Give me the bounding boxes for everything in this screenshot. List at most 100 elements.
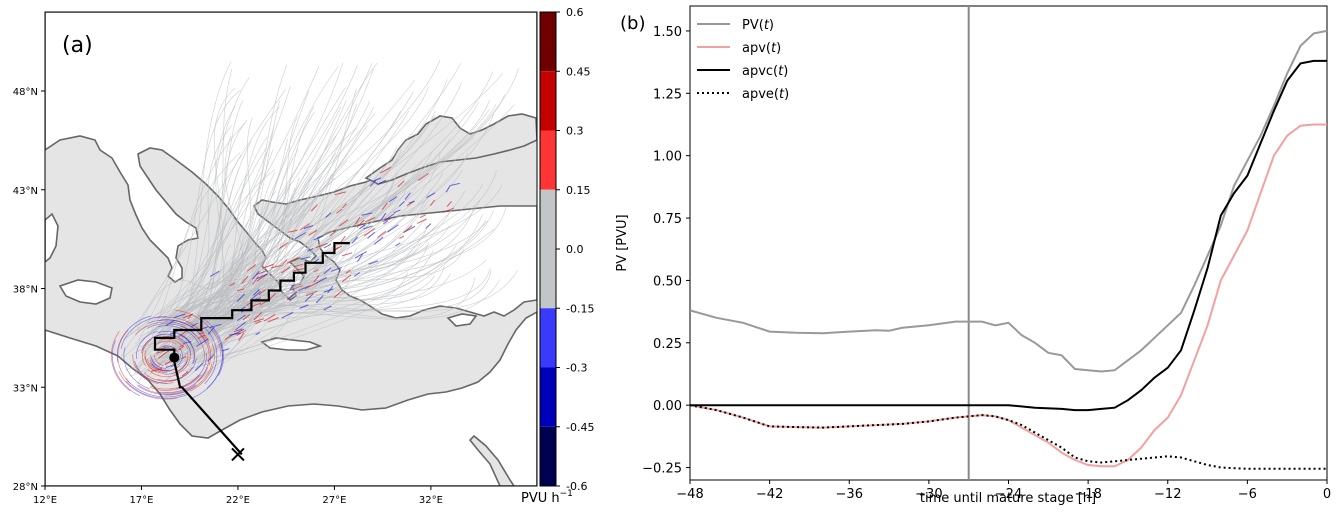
trajectory-segment: [345, 269, 351, 274]
trajectory-segment: [368, 260, 379, 265]
trajectory-segment: [209, 270, 220, 277]
trajectory-segment: [367, 231, 376, 239]
land-sicily: [58, 279, 113, 305]
trajectory-segment: [255, 332, 261, 336]
trajectory-segment: [134, 360, 168, 384]
trajectory-segment: [177, 345, 185, 351]
legend: PV(t) apv(t) apvc(t) apve(t): [697, 18, 789, 102]
trajectory-segment: [151, 357, 167, 369]
trajectory-segment: [354, 251, 367, 259]
trajectory-segment: [179, 334, 195, 364]
colorbar-tick-label: 0.45: [566, 65, 591, 78]
line-panel: (b) −48 −42 −36 −30 −24 −18 −12 −6 0 −0.25 0.00 0.…: [615, 5, 1331, 506]
trajectory-segment: [382, 218, 392, 223]
trajectory-segment: [293, 268, 304, 272]
colorbar-tick-label: -0.3: [566, 362, 587, 375]
y-tick-label: 1.00: [653, 150, 682, 165]
trajectory-segment: [202, 326, 209, 330]
series-line-apvc: [690, 59, 1327, 412]
y-tick-label: 1.50: [653, 25, 682, 40]
trajectory-segment: [323, 243, 332, 249]
colorbar-band: [540, 130, 556, 190]
colorbar-tick-label: 0.0: [566, 243, 584, 256]
trajectory-segment: [150, 354, 163, 369]
colorbar-label: PVU h−1: [521, 489, 573, 506]
trajectory-segment: [169, 334, 192, 355]
trajectory-segment: [388, 196, 398, 203]
trajectory-line: [177, 236, 299, 349]
colorbar-band: [540, 426, 556, 486]
trajectory-segment: [333, 290, 343, 299]
trajectory-segment: [196, 334, 210, 382]
trajectory-line: [161, 177, 300, 332]
trajectory-segment: [253, 318, 265, 323]
legend-label-var: t: [778, 64, 784, 79]
trajectory-segment: [381, 202, 388, 211]
trajectory-segment: [387, 224, 399, 233]
trajectory-segment: [142, 339, 152, 367]
trajectory-line: [153, 94, 505, 343]
trajectory-segment: [112, 340, 141, 397]
colorbar-label-unit: PVU h: [521, 491, 560, 506]
trajectory-segment: [425, 223, 432, 229]
trajectory-segment: [137, 384, 196, 394]
trajectory-line: [166, 60, 441, 328]
x-tick-label: −48: [676, 487, 703, 502]
legend-label-var: t: [779, 87, 785, 102]
trajectory-segment: [132, 353, 159, 385]
trajectory-segment: [209, 323, 222, 329]
x-tick-label: −24: [995, 487, 1022, 502]
colorbar-tick-label: 0.3: [566, 125, 584, 138]
trajectory-line: [161, 275, 436, 348]
trajectory-segment: [325, 212, 332, 218]
land-crete: [260, 337, 323, 351]
trajectory-segment: [197, 334, 206, 339]
colorbar-tick-label: 0.15: [566, 184, 591, 197]
lat-tick-label: 33°N: [13, 383, 38, 394]
colorbar-band: [540, 71, 556, 131]
trajectory-line: [138, 122, 246, 372]
trajectory-segment: [361, 212, 373, 216]
colorbar-tick-label: -0.6: [566, 480, 587, 493]
land-sardinia: [45, 212, 59, 264]
trajectory-line: [196, 108, 490, 340]
trajectory-segment: [120, 316, 167, 349]
trajectory-segment: [363, 225, 373, 230]
trajectory-segment: [204, 328, 218, 384]
trajectory-line: [171, 214, 483, 375]
map-frame: [44, 11, 538, 487]
trajectory-segment: [182, 313, 193, 319]
trajectory-segment: [398, 201, 405, 207]
trajectory-segment: [251, 291, 262, 300]
trajectory-segment: [280, 259, 288, 267]
trajectory-segment: [293, 263, 303, 268]
trajectory-segment: [206, 326, 223, 389]
trajectory-segment: [145, 356, 165, 374]
land-cyprus: [446, 313, 478, 327]
trajectory-segment: [286, 256, 299, 264]
trajectory-segment: [404, 192, 411, 200]
trajectory-segment: [191, 322, 199, 328]
colorbar-tick-label: 0.6: [566, 6, 584, 19]
lat-tick-label: 38°N: [13, 285, 38, 296]
trajectory-segment: [310, 204, 318, 212]
trajectory-segment: [163, 336, 189, 350]
colorbar-band: [540, 249, 556, 309]
y-tick-label: −0.25: [642, 462, 682, 477]
y-tick-label: 0.00: [653, 399, 682, 414]
trajectory-segment: [241, 275, 249, 284]
trajectory-segment: [163, 345, 177, 352]
trajectory-line: [126, 66, 320, 338]
trajectory-segment: [323, 305, 332, 311]
trajectory-segment: [359, 224, 366, 230]
trajectory-segment: [194, 362, 204, 371]
trajectory-line: [154, 154, 242, 357]
trajectory-segment: [308, 229, 318, 236]
trajectory-line: [143, 62, 373, 380]
trajectory-segment: [373, 236, 384, 245]
trajectory-segment: [142, 333, 170, 350]
trajectory-segment: [338, 219, 349, 227]
trajectory-segment: [363, 227, 375, 237]
trajectory-line: [151, 62, 344, 369]
